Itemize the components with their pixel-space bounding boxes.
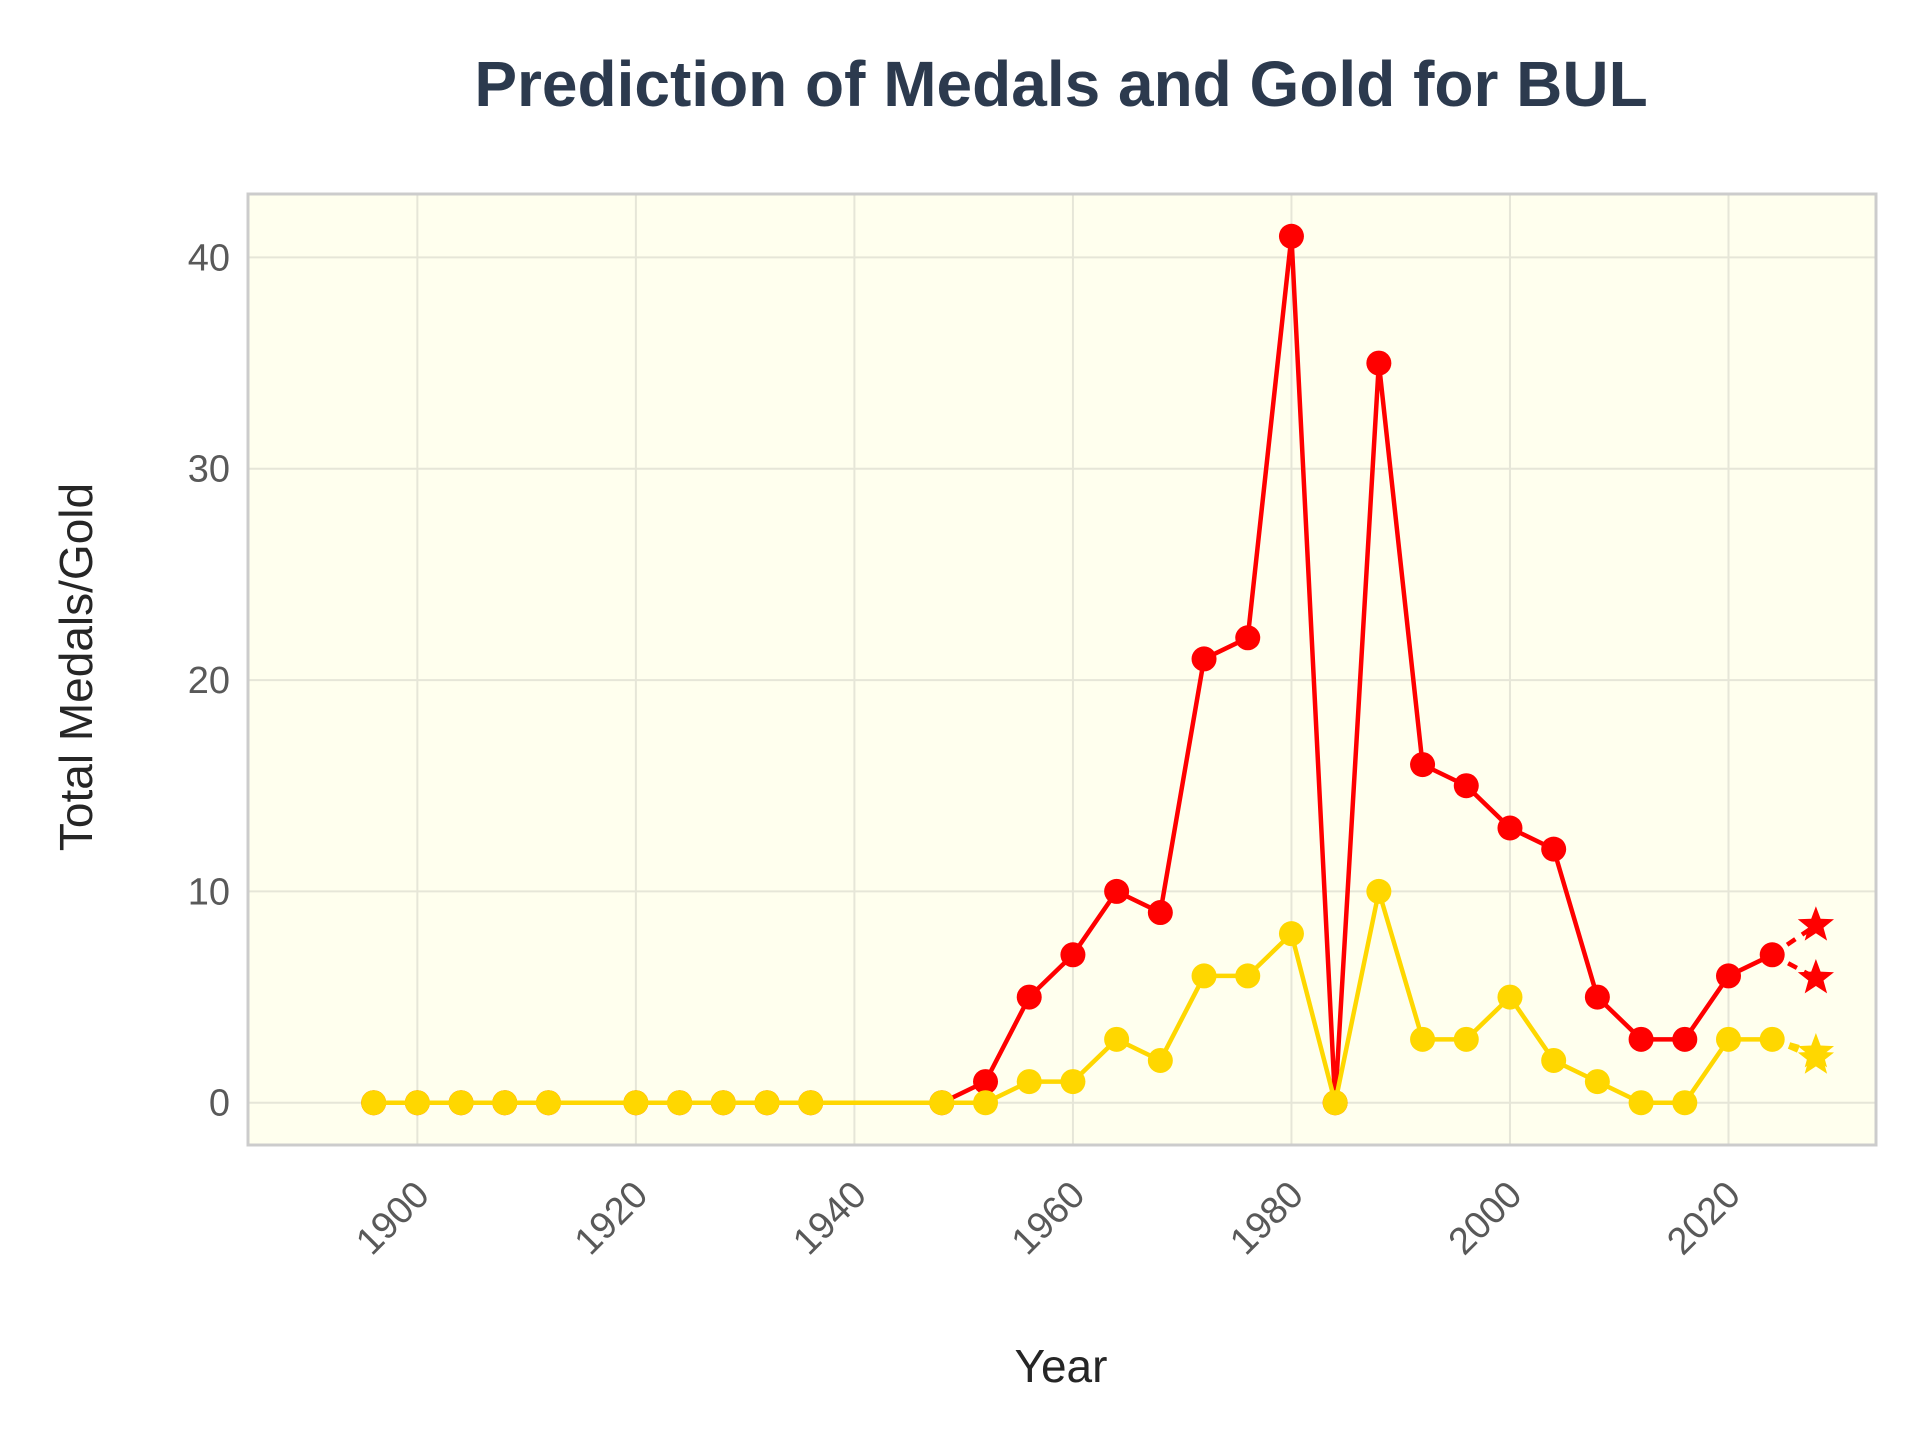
- medals-data-point: [1016, 984, 1042, 1010]
- medals-prediction-star: [1797, 906, 1834, 941]
- medals-data-point: [973, 1069, 999, 1095]
- medals-data-point: [1497, 815, 1523, 841]
- medals-data-point: [1104, 878, 1130, 904]
- gold-data-point: [361, 1090, 387, 1116]
- gold-data-point: [1628, 1090, 1654, 1116]
- y-tick-label: 30: [188, 449, 230, 491]
- gold-data-point: [1715, 1026, 1741, 1052]
- x-tick-label: 1960: [1004, 1174, 1093, 1263]
- medals-data-point: [1541, 836, 1567, 862]
- medals-data-point: [1672, 1026, 1698, 1052]
- gold-data-point: [492, 1090, 518, 1116]
- plot-frame: [246, 192, 1878, 1147]
- x-tick-label: 1900: [348, 1174, 437, 1263]
- gold-data-point: [623, 1090, 649, 1116]
- medals-data-point: [1191, 646, 1217, 672]
- x-axis-label: Year: [1015, 1340, 1108, 1392]
- gold-data-point: [1497, 984, 1523, 1010]
- x-tick-label: 1940: [785, 1174, 874, 1263]
- y-tick-label: 20: [188, 660, 230, 702]
- gold-data-point: [1366, 878, 1392, 904]
- medals-data-point: [1410, 752, 1436, 778]
- gold-data-point: [448, 1090, 474, 1116]
- gold-data-point: [798, 1090, 824, 1116]
- gold-data-point: [710, 1090, 736, 1116]
- gold-data-point: [1584, 1069, 1610, 1095]
- x-tick-label: 1980: [1222, 1174, 1311, 1263]
- y-tick-label: 10: [188, 871, 230, 913]
- medals-data-point: [1060, 942, 1086, 968]
- y-tick-label: 0: [209, 1083, 230, 1125]
- medals-data-point: [1584, 984, 1610, 1010]
- gold-data-point: [754, 1090, 780, 1116]
- gold-data-point: [1278, 921, 1304, 947]
- gold-data-point: [973, 1090, 999, 1116]
- gold-data-point: [1541, 1047, 1567, 1073]
- gold-data-point: [667, 1090, 693, 1116]
- gold-data-point: [1235, 963, 1261, 989]
- y-tick-label: 40: [188, 237, 230, 279]
- gold-data-point: [1147, 1047, 1173, 1073]
- gold-data-point: [535, 1090, 561, 1116]
- gold-data-point: [1672, 1090, 1698, 1116]
- gold-data-point: [404, 1090, 430, 1116]
- medals-data-point: [1715, 963, 1741, 989]
- gold-prediction-star: [1797, 1039, 1834, 1074]
- gold-data-point: [1016, 1069, 1042, 1095]
- medals-data-point: [1628, 1026, 1654, 1052]
- grid: [248, 194, 1876, 1145]
- gold-data-point: [1060, 1069, 1086, 1095]
- plot-area: [248, 194, 1876, 1145]
- medals-data-point: [1366, 350, 1392, 376]
- x-tick-label: 1920: [567, 1174, 656, 1263]
- medals-data-point: [1278, 223, 1304, 249]
- gold-data-point: [1322, 1090, 1348, 1116]
- x-tick-label: 2020: [1659, 1174, 1748, 1263]
- medals-data-point: [1453, 773, 1479, 799]
- series-layer: [361, 223, 1834, 1116]
- gold-data-point: [1191, 963, 1217, 989]
- gold-data-point: [1410, 1026, 1436, 1052]
- chart-title: Prediction of Medals and Gold for BUL: [474, 48, 1647, 120]
- x-tick-label: 2000: [1441, 1174, 1530, 1263]
- medals-data-point: [1147, 900, 1173, 926]
- y-axis-label: Total Medals/Gold: [50, 483, 102, 851]
- medals-data-point: [1235, 625, 1261, 651]
- gold-data-point: [1104, 1026, 1130, 1052]
- gold-data-point: [929, 1090, 955, 1116]
- gold-data-point: [1453, 1026, 1479, 1052]
- medals-prediction-star: [1797, 959, 1834, 994]
